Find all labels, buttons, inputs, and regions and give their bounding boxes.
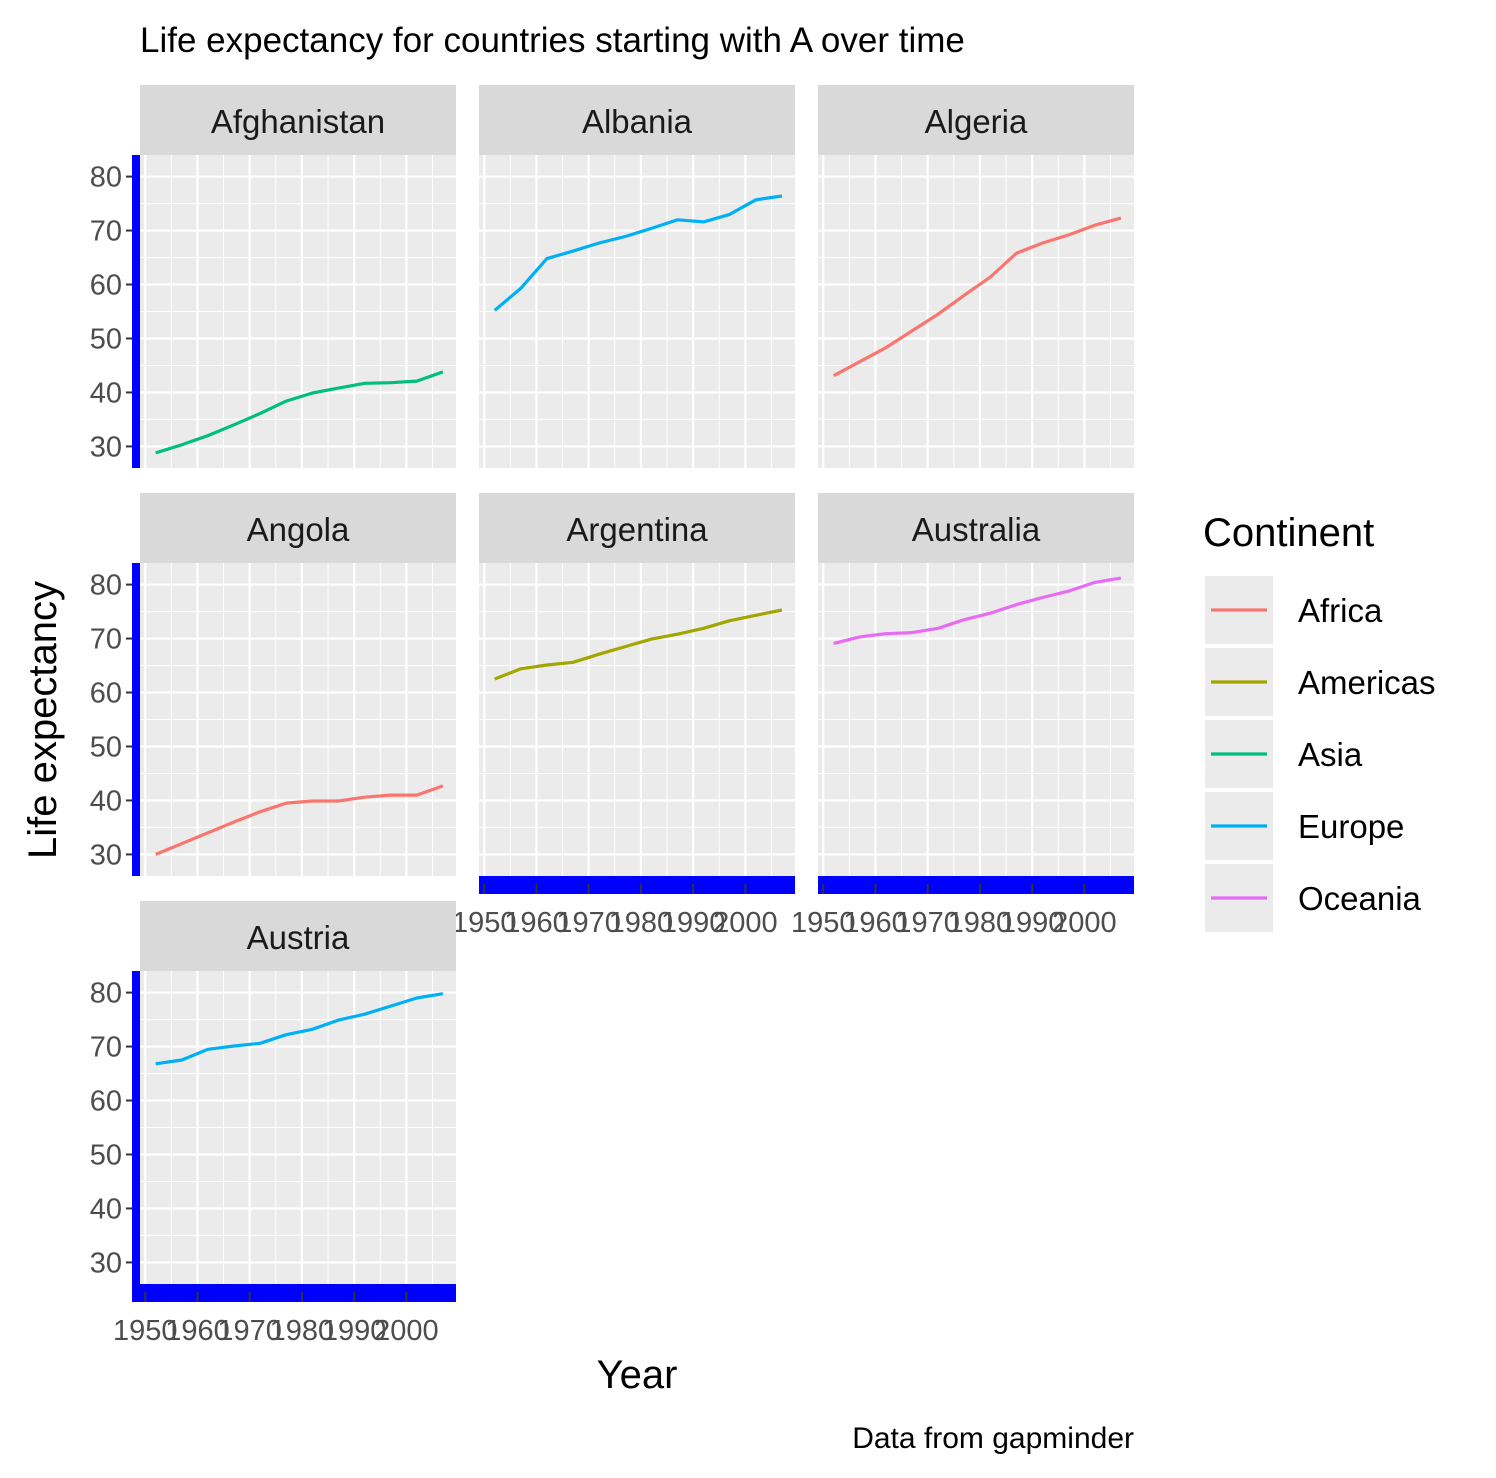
series-line-argentina [494, 608, 783, 681]
facet-angola: Angola 30 40 50 60 70 80 [90, 493, 456, 876]
x-tick-label: 1980 [948, 907, 1013, 939]
legend-label: Europe [1298, 808, 1404, 845]
facet-algeria: Algeria [818, 85, 1134, 468]
x-tick-label: 1990 [1000, 907, 1065, 939]
x-tick-label: 1990 [661, 907, 726, 939]
x-tick-label: 1950 [791, 907, 856, 939]
series-line-afghanistan [155, 370, 444, 455]
y-tick-label: 60 [90, 1086, 122, 1118]
legend-label: Oceania [1298, 880, 1422, 917]
y-tick-label: 60 [90, 270, 122, 302]
series-line-austria [155, 992, 444, 1066]
x-tick-label: 1970 [217, 1315, 282, 1347]
facet-strip [818, 493, 1134, 563]
x-tick-label: 1990 [322, 1315, 387, 1347]
y-tick-label: 40 [90, 1193, 122, 1225]
y-tick-label: 60 [90, 678, 122, 710]
y-tick-label: 30 [90, 431, 122, 463]
series-line-albania [493, 194, 783, 312]
y-axis-line [132, 971, 140, 1284]
legend-label: Africa [1298, 592, 1383, 629]
facet-strip-label: Afghanistan [211, 103, 385, 140]
facet-albania: Albania [479, 85, 795, 468]
facet-strip-label: Algeria [925, 103, 1028, 140]
facet-strip-label: Australia [912, 511, 1041, 548]
facet-panels: Afghanistan 30 40 50 60 70 80 Albania Algeria Ang… [90, 85, 1134, 1347]
x-axis-line [818, 876, 1134, 894]
legend-item-asia: Asia [1205, 720, 1363, 788]
legend-label: Americas [1298, 664, 1436, 701]
y-tick-label: 40 [90, 785, 122, 817]
x-tick-label: 1970 [895, 907, 960, 939]
y-tick-label: 80 [90, 162, 122, 194]
y-tick-label: 80 [90, 570, 122, 602]
series-line-angola [155, 784, 444, 856]
x-tick-label: 2000 [374, 1315, 439, 1347]
series-line-australia [833, 576, 1122, 645]
legend-title: Continent [1203, 511, 1374, 555]
facet-strip-label: Argentina [566, 511, 708, 548]
x-tick-label: 1950 [452, 907, 517, 939]
x-tick-label: 1980 [609, 907, 674, 939]
legend-item-africa: Africa [1205, 576, 1383, 644]
x-axis-title: Year [597, 1353, 678, 1397]
y-tick-label: 50 [90, 731, 122, 763]
y-tick-label: 30 [90, 839, 122, 871]
legend-item-europe: Europe [1205, 792, 1404, 860]
y-tick-label: 40 [90, 377, 122, 409]
chart-title: Life expectancy for countries starting w… [140, 21, 965, 60]
legend-item-oceania: Oceania [1205, 864, 1422, 932]
facet-strip [140, 85, 456, 155]
chart-caption: Data from gapminder [852, 1422, 1134, 1455]
y-tick-label: 30 [90, 1247, 122, 1279]
y-tick-label: 70 [90, 1032, 122, 1064]
y-tick-label: 50 [90, 323, 122, 355]
series-line-algeria [832, 216, 1122, 378]
facet-strip [479, 493, 795, 563]
legend-item-americas: Americas [1205, 648, 1436, 716]
x-axis-line [132, 1284, 456, 1302]
x-tick-label: 1970 [556, 907, 621, 939]
y-tick-label: 50 [90, 1139, 122, 1171]
facet-strip [140, 493, 456, 563]
facet-afghanistan: Afghanistan 30 40 50 60 70 80 [90, 85, 456, 468]
facet-strip [140, 901, 456, 971]
legend: Continent Africa Americas Asia Europe Oceani… [1203, 511, 1436, 932]
x-tick-label: 2000 [713, 907, 778, 939]
facet-strip [818, 85, 1134, 155]
y-axis-line [132, 155, 140, 468]
facet-strip-label: Austria [247, 919, 350, 956]
y-axis-title: Life expectancy [21, 581, 65, 859]
x-tick-label: 1960 [165, 1315, 230, 1347]
x-tick-label: 1980 [270, 1315, 335, 1347]
y-tick-label: 70 [90, 624, 122, 656]
legend-label: Asia [1298, 736, 1363, 773]
x-axis-line [479, 876, 795, 894]
y-tick-label: 70 [90, 216, 122, 248]
x-tick-label: 2000 [1052, 907, 1117, 939]
facet-strip-label: Albania [582, 103, 693, 140]
y-tick-label: 80 [90, 978, 122, 1010]
x-tick-label: 1960 [843, 907, 908, 939]
facet-strip [479, 85, 795, 155]
facet-strip-label: Angola [247, 511, 350, 548]
x-tick-label: 1950 [113, 1315, 178, 1347]
y-axis-line [132, 563, 140, 876]
facet-austria: Austria 30 40 50 60 70 80 195019601970198019902… [90, 901, 456, 1347]
x-tick-label: 1960 [504, 907, 569, 939]
